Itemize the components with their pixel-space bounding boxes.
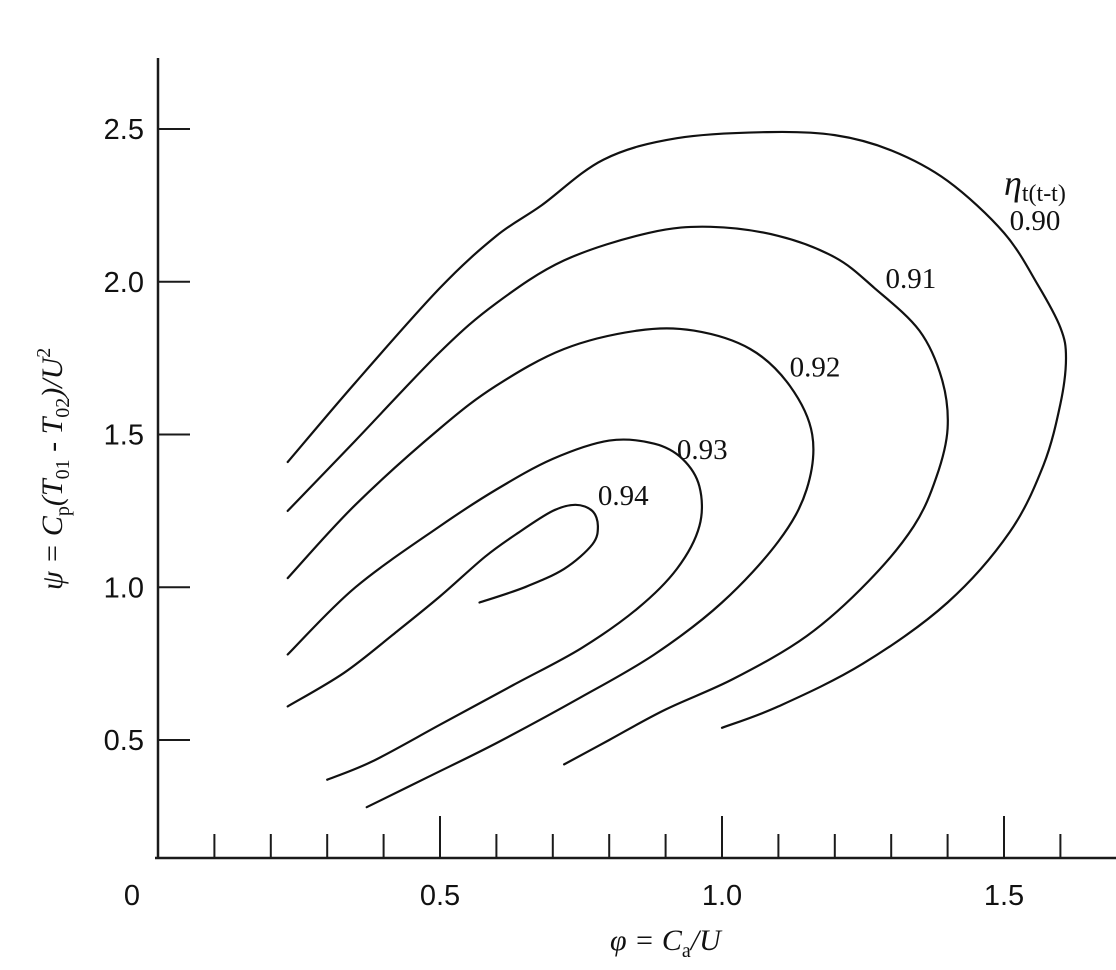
- y-tick-label: 2.0: [104, 267, 144, 299]
- contour-line-0-94: [286, 503, 599, 708]
- y-tick-label: 0.5: [104, 725, 144, 757]
- contour-line-0-90: [286, 130, 1068, 729]
- contour-line-0-93: [286, 438, 704, 781]
- y-tick-label: 1.5: [104, 420, 144, 452]
- x-tick-label: 0: [124, 880, 140, 912]
- contour-line-0-91: [286, 225, 949, 766]
- x-axis-title: φ = Ca/U: [610, 924, 723, 962]
- x-tick-label: 1.0: [702, 880, 742, 912]
- contour-label-0-93: 0.93: [677, 434, 728, 466]
- contour-line-0-92: [286, 327, 815, 809]
- efficiency-symbol-label: ηt(t-t): [1004, 163, 1066, 207]
- y-axis-title: ψ = Cp(T01 - T02)/U2: [33, 348, 74, 590]
- contour-label-0-92: 0.92: [790, 351, 841, 383]
- ticks: 0 0.5 1.0 1.5 0.5 1.0 1.5 2.0 2.5: [104, 114, 1062, 912]
- contour-label-0-91: 0.91: [886, 263, 937, 295]
- y-tick-label: 2.5: [104, 114, 144, 146]
- labels: 0.90 0.91 0.92 0.93 0.94: [598, 205, 1060, 512]
- x-tick-label: 1.5: [984, 880, 1024, 912]
- contours: [286, 130, 1068, 809]
- axes: [155, 58, 1116, 860]
- contour-label-0-90: 0.90: [1010, 205, 1061, 237]
- x-tick-label: 0.5: [420, 880, 460, 912]
- y-tick-label: 1.0: [104, 572, 144, 604]
- contour-label-0-94: 0.94: [598, 480, 649, 512]
